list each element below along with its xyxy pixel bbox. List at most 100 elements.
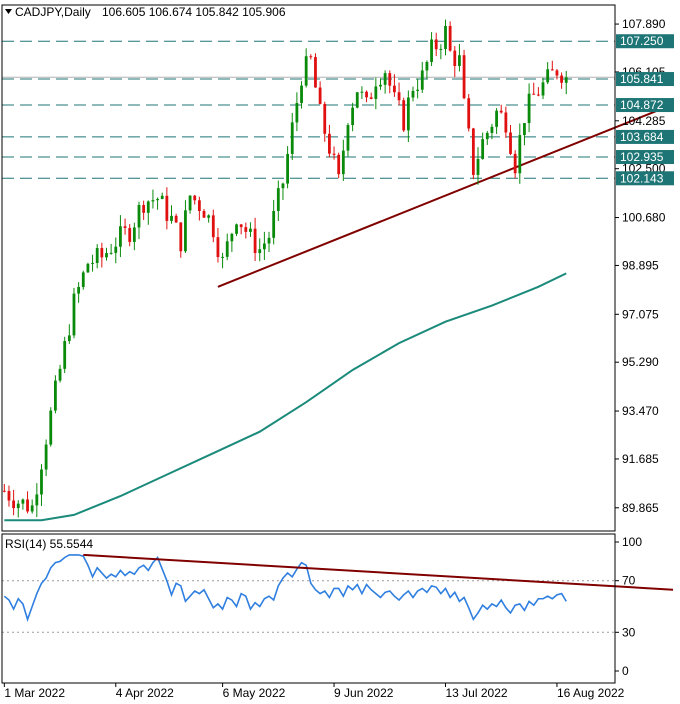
candle-body (2, 490, 6, 492)
symbol-label: CADJPY,Daily (15, 5, 91, 19)
candle-body (216, 237, 220, 258)
candle-body (72, 293, 76, 336)
candle-body (509, 132, 512, 154)
price-tick-label: 93.470 (622, 404, 659, 418)
rsi-plot-frame (1, 533, 616, 684)
candle-body (58, 368, 62, 381)
candle-body (481, 139, 485, 159)
candle-body (225, 241, 229, 257)
date-tick-label: 9 Jun 2022 (334, 686, 394, 700)
candle-body (174, 215, 178, 223)
candle-body (235, 224, 238, 234)
candle-body (7, 490, 11, 501)
candle-body (137, 205, 141, 228)
candle-body (388, 73, 392, 86)
candle-body (81, 272, 85, 287)
candle-body (555, 70, 559, 76)
candle-body (402, 100, 406, 131)
candle-body (453, 50, 457, 66)
candle-body (49, 410, 53, 445)
price-tick-label: 104.285 (622, 114, 666, 128)
candle-body (16, 503, 20, 509)
price-tick-label: 98.895 (622, 258, 659, 272)
candle-body (360, 91, 364, 93)
candle-body (332, 153, 336, 155)
candle-body (444, 25, 447, 49)
candle-body (476, 158, 480, 175)
candle-body (490, 126, 494, 133)
candle-body (86, 263, 90, 273)
candle-body (513, 153, 517, 174)
candle-body (114, 246, 118, 253)
candle-body (393, 85, 396, 93)
candle-body (197, 200, 201, 212)
rsi-trendline[interactable] (83, 553, 674, 591)
candle-body (439, 48, 443, 50)
candle-body (253, 228, 257, 254)
level-tag-label: 104.872 (620, 98, 664, 112)
candle-body (211, 215, 215, 238)
candle-body (485, 132, 489, 140)
candle-body (374, 86, 378, 99)
candle-body (541, 82, 545, 96)
candle-body (471, 128, 475, 175)
candle-body (193, 195, 197, 201)
candle-body (54, 380, 57, 411)
price-tick-label: 100.680 (622, 211, 666, 225)
rsi-line (3, 554, 567, 622)
candle-body (458, 55, 461, 66)
main-plot-frame (1, 4, 616, 532)
candle-body (119, 226, 122, 247)
candle-body (337, 154, 341, 175)
candle-body (267, 237, 271, 244)
date-tick-label: 1 Mar 2022 (4, 686, 65, 700)
candle-body (560, 75, 563, 83)
candle-body (536, 94, 540, 96)
date-tick-label: 13 Jul 2022 (445, 686, 507, 700)
candle-body (281, 183, 285, 189)
candle-body (230, 233, 234, 242)
candle-body (128, 228, 132, 242)
level-tag (616, 129, 674, 144)
symbol-dropdown-icon[interactable] (5, 9, 12, 14)
level-tag (616, 72, 674, 87)
moving-average-line (4, 272, 567, 522)
candle-body (21, 499, 25, 504)
candle-body (323, 103, 327, 134)
candle-body (406, 97, 410, 131)
date-tick-label: 6 May 2022 (223, 686, 286, 700)
candle-body (518, 135, 522, 174)
candle-body (411, 90, 415, 98)
candle-body (467, 98, 471, 129)
date-tick-label: 16 Aug 2022 (557, 686, 625, 700)
candle-body (184, 210, 187, 252)
candle-body (369, 97, 373, 99)
candle-body (314, 57, 317, 88)
candle-body (179, 222, 183, 252)
candle-body (105, 253, 108, 258)
candle-body (379, 84, 382, 87)
candle-body (221, 256, 224, 258)
candle-body (35, 494, 39, 506)
candle-body (30, 505, 34, 512)
candle-body (132, 227, 136, 242)
price-tick-label: 107.890 (622, 17, 666, 31)
candle-body (40, 469, 43, 495)
candle-body (550, 69, 554, 71)
price-trendline[interactable] (217, 103, 674, 288)
level-tag (616, 34, 674, 49)
price-tick-label: 91.685 (622, 452, 659, 466)
level-tag-label: 102.935 (620, 150, 664, 164)
price-tick-label: 95.290 (622, 355, 659, 369)
level-tag (616, 150, 674, 165)
candle-body (462, 55, 466, 99)
candle-body (272, 210, 276, 238)
candle-body (397, 92, 401, 101)
candle-body (527, 93, 531, 124)
candle-body (160, 195, 164, 199)
candle-body (309, 56, 313, 58)
candle-body (95, 248, 99, 263)
rsi-tick-label: 100 (622, 535, 642, 549)
candle-body (12, 500, 16, 509)
candle-body (499, 110, 503, 113)
